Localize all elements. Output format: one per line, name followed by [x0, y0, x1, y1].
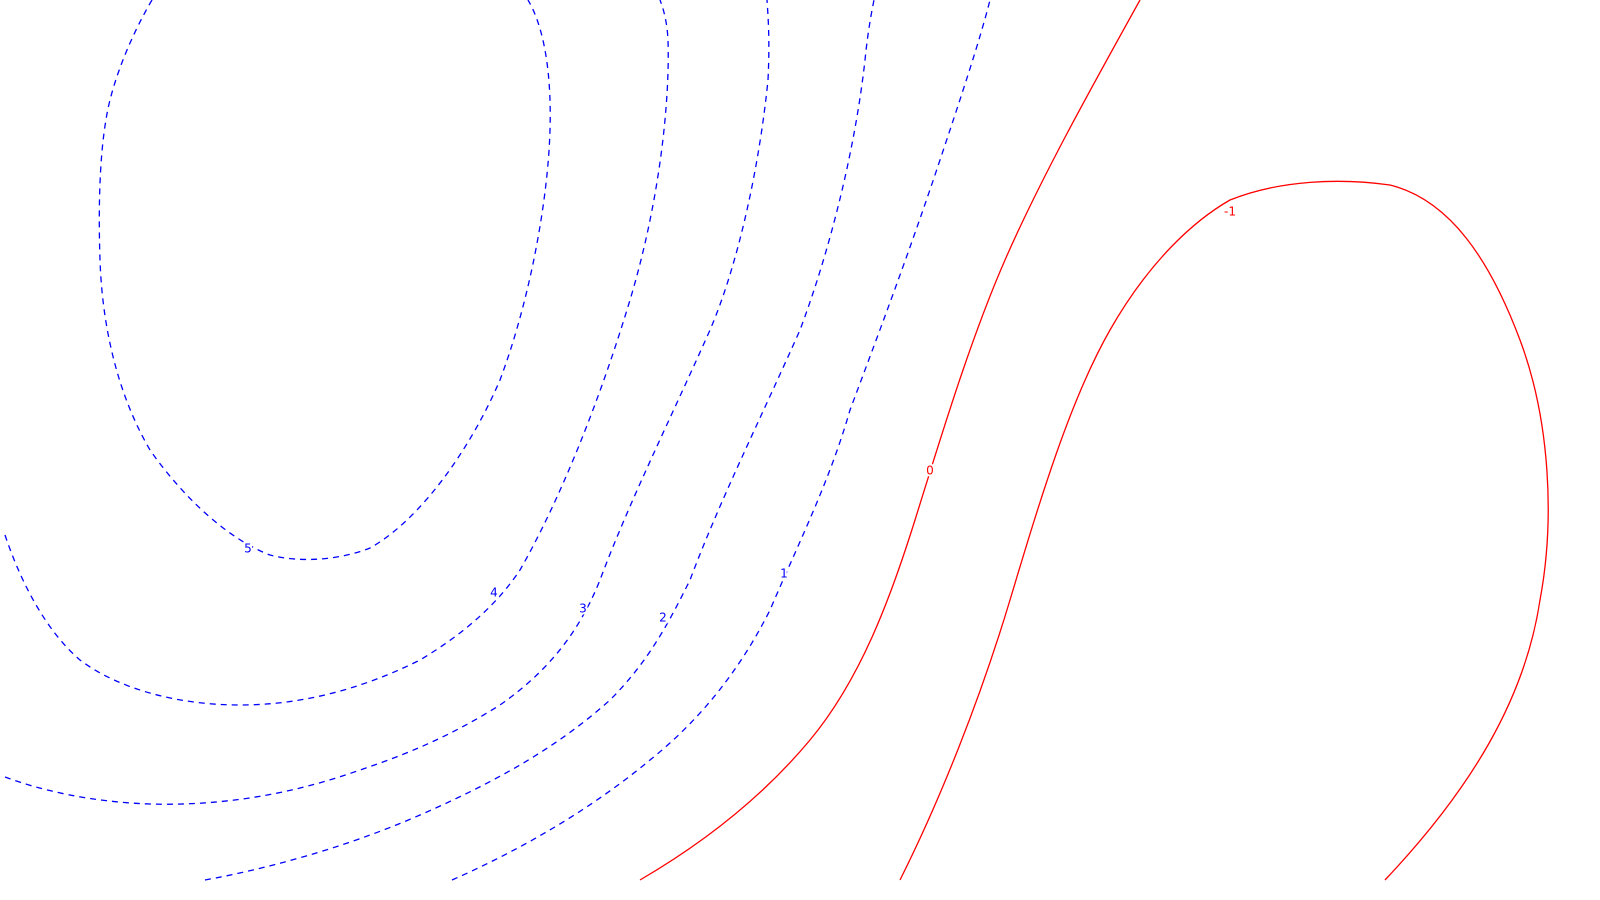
contour-line-level-5	[98, 0, 551, 561]
contour-label-3: 3	[579, 602, 587, 616]
contour-line-level-1	[451, 0, 991, 881]
contour-label-1: 1	[780, 567, 788, 581]
contour-line-level-4	[4, 0, 669, 706]
contour-label-2: 2	[659, 611, 667, 625]
contour-line-level-3	[4, 0, 770, 805]
contour-label-4: 4	[490, 586, 498, 600]
contour-line-level-minus-1	[899, 180, 1549, 881]
contour-label-5: 5	[244, 542, 252, 556]
contour-labels: 5 4 3 2 1 0 -1	[242, 203, 1238, 627]
contour-line-level-2	[204, 0, 875, 881]
contour-label-minus-1: -1	[1224, 205, 1236, 219]
contour-line-level-0	[639, 0, 1141, 881]
contour-label-0: 0	[926, 464, 934, 478]
